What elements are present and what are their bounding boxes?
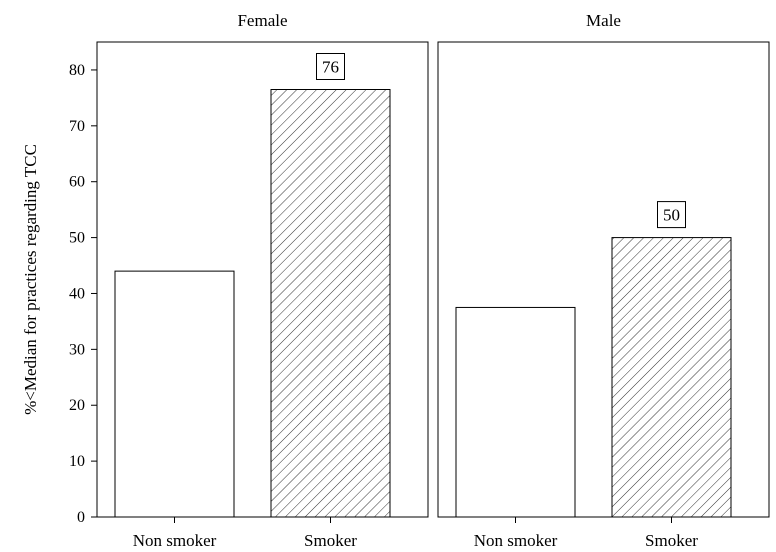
data-label-group: 50 [657,201,686,229]
panel-title-2: Male [586,11,621,30]
y-tick-label: 50 [69,230,85,247]
y-tick-label: 60 [69,174,85,191]
category-label: Smoker [645,531,698,550]
panel-title-1: Female [237,11,287,30]
bar [114,270,235,518]
data-label-box [657,201,686,229]
data-label-group: 76 [316,53,345,80]
y-tick-label: 80 [69,62,85,79]
bar [270,89,391,518]
panel-frame-1 [96,41,429,518]
bar [455,306,576,518]
category-label: Non smoker [474,531,558,550]
y-tick-label: 0 [77,509,85,526]
y-tick-label: 10 [69,453,85,470]
panel-frame-2 [437,41,770,518]
y-tick-label: 30 [69,341,85,358]
y-tick-label: 40 [69,285,85,302]
y-axis-title: %<Median for practices regarding TCC [21,144,40,415]
data-label: 76 [322,58,339,77]
data-label-box [316,53,345,80]
y-tick-label: 70 [69,118,85,135]
y-tick-label: 20 [69,397,85,414]
category-label: Non smoker [133,531,217,550]
category-label: Smoker [304,531,357,550]
bar [611,237,732,518]
data-label: 50 [663,206,680,225]
